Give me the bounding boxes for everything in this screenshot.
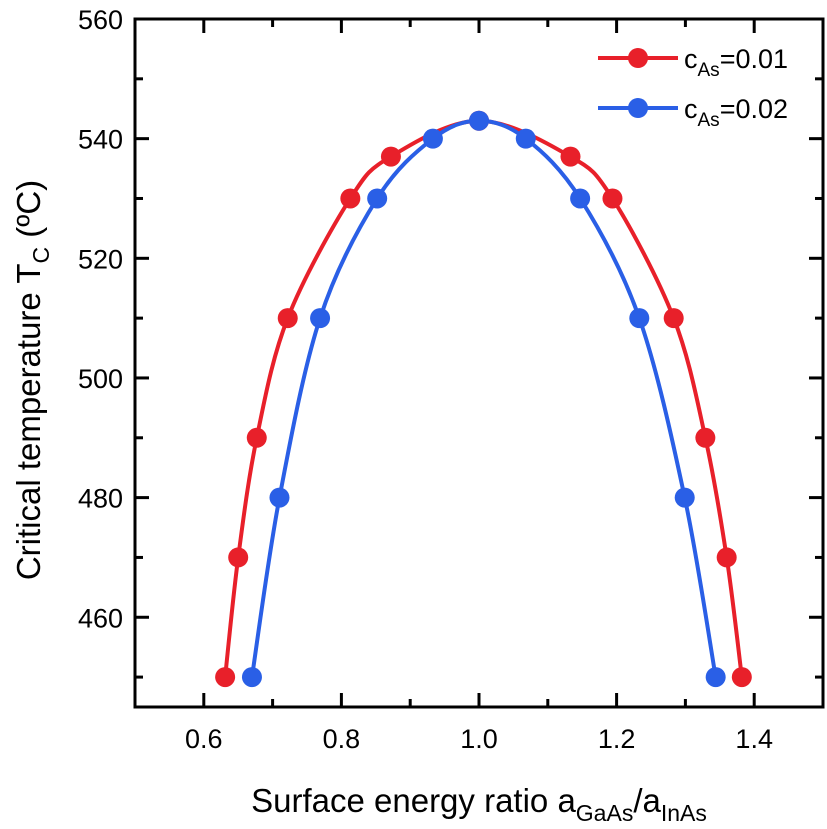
data-point-series-1 xyxy=(716,547,737,568)
data-point-series-2 xyxy=(674,487,695,508)
data-point-series-1 xyxy=(215,667,236,688)
legend-label-series-1: cAs=0.01 xyxy=(684,44,788,81)
data-point-series-1 xyxy=(731,667,752,688)
y-tick-label: 500 xyxy=(78,364,123,394)
data-point-series-2 xyxy=(570,188,591,209)
x-tick-label: 1.2 xyxy=(598,724,636,754)
data-point-series-2 xyxy=(705,667,726,688)
y-tick-label: 560 xyxy=(78,5,123,35)
x-tick-label: 1.0 xyxy=(460,724,498,754)
data-point-series-2 xyxy=(310,308,331,329)
data-point-series-1 xyxy=(602,188,623,209)
data-point-series-1 xyxy=(663,308,684,329)
x-tick-label: 0.6 xyxy=(185,724,223,754)
data-point-series-2 xyxy=(269,487,290,508)
data-point-series-2 xyxy=(469,110,489,131)
data-point-series-2 xyxy=(629,308,650,329)
legend-marker-series-2 xyxy=(628,98,648,118)
data-point-series-1 xyxy=(340,188,361,209)
y-tick-label: 460 xyxy=(78,603,123,633)
x-tick-label: 0.8 xyxy=(323,724,361,754)
y-tick-label: 540 xyxy=(78,125,123,155)
data-point-series-2 xyxy=(367,188,388,209)
data-point-series-1 xyxy=(695,427,716,448)
data-point-series-2 xyxy=(241,667,262,688)
x-axis-title: Surface energy ratio aGaAs/aInAs xyxy=(251,782,707,826)
y-tick-label: 480 xyxy=(78,484,123,514)
data-point-series-1 xyxy=(560,146,581,167)
data-point-series-1 xyxy=(246,427,267,448)
x-tick-label: 1.4 xyxy=(735,724,773,754)
legend: cAs=0.01 cAs=0.02 xyxy=(598,44,788,131)
series-layer xyxy=(215,110,752,688)
data-point-series-1 xyxy=(228,547,249,568)
y-axis-title: Critical temperature TC (ºC) xyxy=(10,180,54,580)
series-line-2 xyxy=(249,118,718,678)
legend-marker-series-1 xyxy=(628,48,648,68)
y-tick-label: 520 xyxy=(78,244,123,274)
axis-ticks: 0.6 0.8 1.0 1.2 1.4 460 480 500 520 540 560 xyxy=(78,5,825,754)
plot-frame xyxy=(133,17,825,709)
legend-label-series-2: cAs=0.02 xyxy=(684,94,788,131)
data-point-series-2 xyxy=(422,128,443,149)
data-point-series-1 xyxy=(277,308,298,329)
data-point-series-2 xyxy=(515,128,536,149)
data-point-series-1 xyxy=(380,146,401,167)
